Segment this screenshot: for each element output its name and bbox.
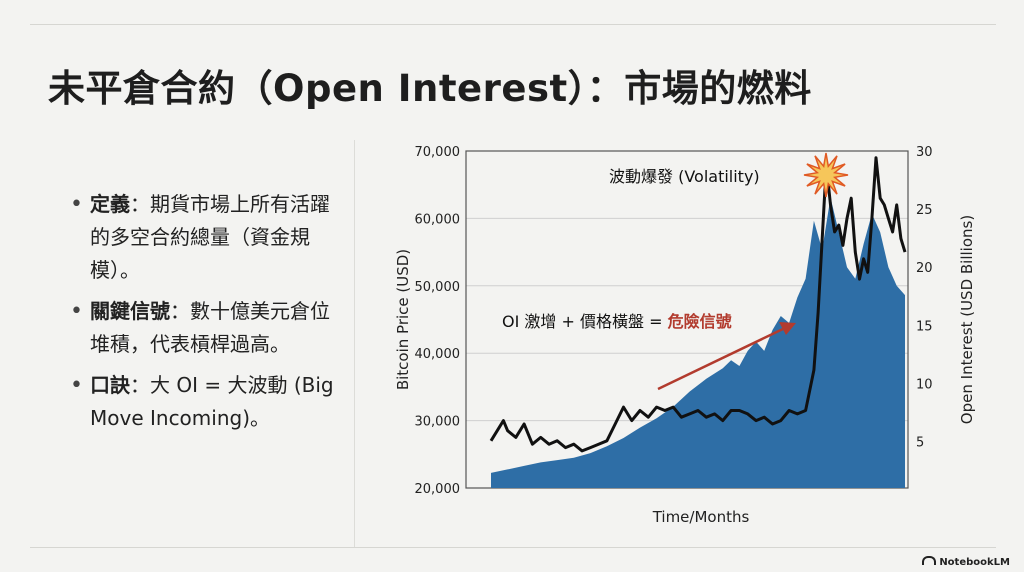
- x-axis-label: Time/Months: [652, 508, 750, 526]
- y2-tick-label: 5: [916, 436, 924, 451]
- y-tick-label: 50,000: [415, 280, 461, 295]
- y-tick-label: 70,000: [415, 145, 461, 160]
- bullet-list: 定義：期貨市場上所有活躍的多空合約總量（資金規模）。 關鍵信號：數十億美元倉位堆…: [70, 188, 340, 443]
- notebooklm-logo-icon: [922, 556, 937, 565]
- y-tick-label: 20,000: [415, 482, 461, 497]
- bullet-key-signal: 關鍵信號：數十億美元倉位堆積，代表槓桿過高。: [70, 295, 340, 361]
- top-rule: [30, 24, 996, 25]
- bottom-rule: [30, 547, 996, 548]
- y2-tick-label: 15: [916, 319, 933, 334]
- y-tick-label: 40,000: [415, 347, 461, 362]
- oi-area-series: [491, 197, 905, 488]
- annotation-highlight: 危險信號: [668, 312, 732, 331]
- bullet-term: 定義: [90, 192, 130, 216]
- trend-arrow-head-icon: [779, 322, 796, 335]
- y2-tick-label: 10: [916, 377, 933, 392]
- y-tick-label: 60,000: [415, 212, 461, 227]
- bullet-term: 關鍵信號: [90, 299, 170, 323]
- trend-arrow-line: [657, 326, 786, 391]
- page-title: 未平倉合約（Open Interest）：市場的燃料: [48, 67, 812, 110]
- y2-axis-label: Open Interest (USD Billions): [958, 215, 976, 424]
- burst-icon: [803, 152, 849, 198]
- bullet-term: 口訣: [90, 373, 130, 397]
- volatility-annotation: 波動爆發 (Volatility): [609, 167, 760, 186]
- bullet-mnemonic: 口訣：大 OI = 大波動 (Big Move Incoming)。: [70, 369, 340, 435]
- y-axis-label: Bitcoin Price (USD): [394, 249, 412, 390]
- oi-price-chart: 20,000 30,000 40,000 50,000 60,000 70,000 5 10 1…: [394, 145, 976, 526]
- bullet-definition: 定義：期貨市場上所有活躍的多空合約總量（資金規模）。: [70, 188, 340, 287]
- y-tick-label: 30,000: [415, 415, 461, 430]
- bullet-text: ：數十億美元倉位堆積，代表槓桿過高。: [90, 299, 330, 356]
- logo-text: NotebookLM: [939, 557, 1010, 568]
- oi-warning-annotation: OI 激增 + 價格橫盤 = 危險信號: [502, 312, 732, 331]
- column-divider: [354, 140, 355, 548]
- y2-tick-label: 30: [916, 145, 933, 160]
- btc-price-line: [489, 156, 907, 453]
- annotation-text: OI 激增 + 價格橫盤 =: [502, 312, 668, 331]
- bullet-text: ：期貨市場上所有活躍的多空合約總量（資金規模）。: [90, 192, 330, 282]
- y2-tick-label: 20: [916, 261, 933, 276]
- y2-tick-label: 25: [916, 203, 933, 218]
- notebooklm-logo: NotebookLM: [922, 556, 1010, 568]
- bullet-text: ：大 OI = 大波動 (Big Move Incoming)。: [90, 373, 334, 430]
